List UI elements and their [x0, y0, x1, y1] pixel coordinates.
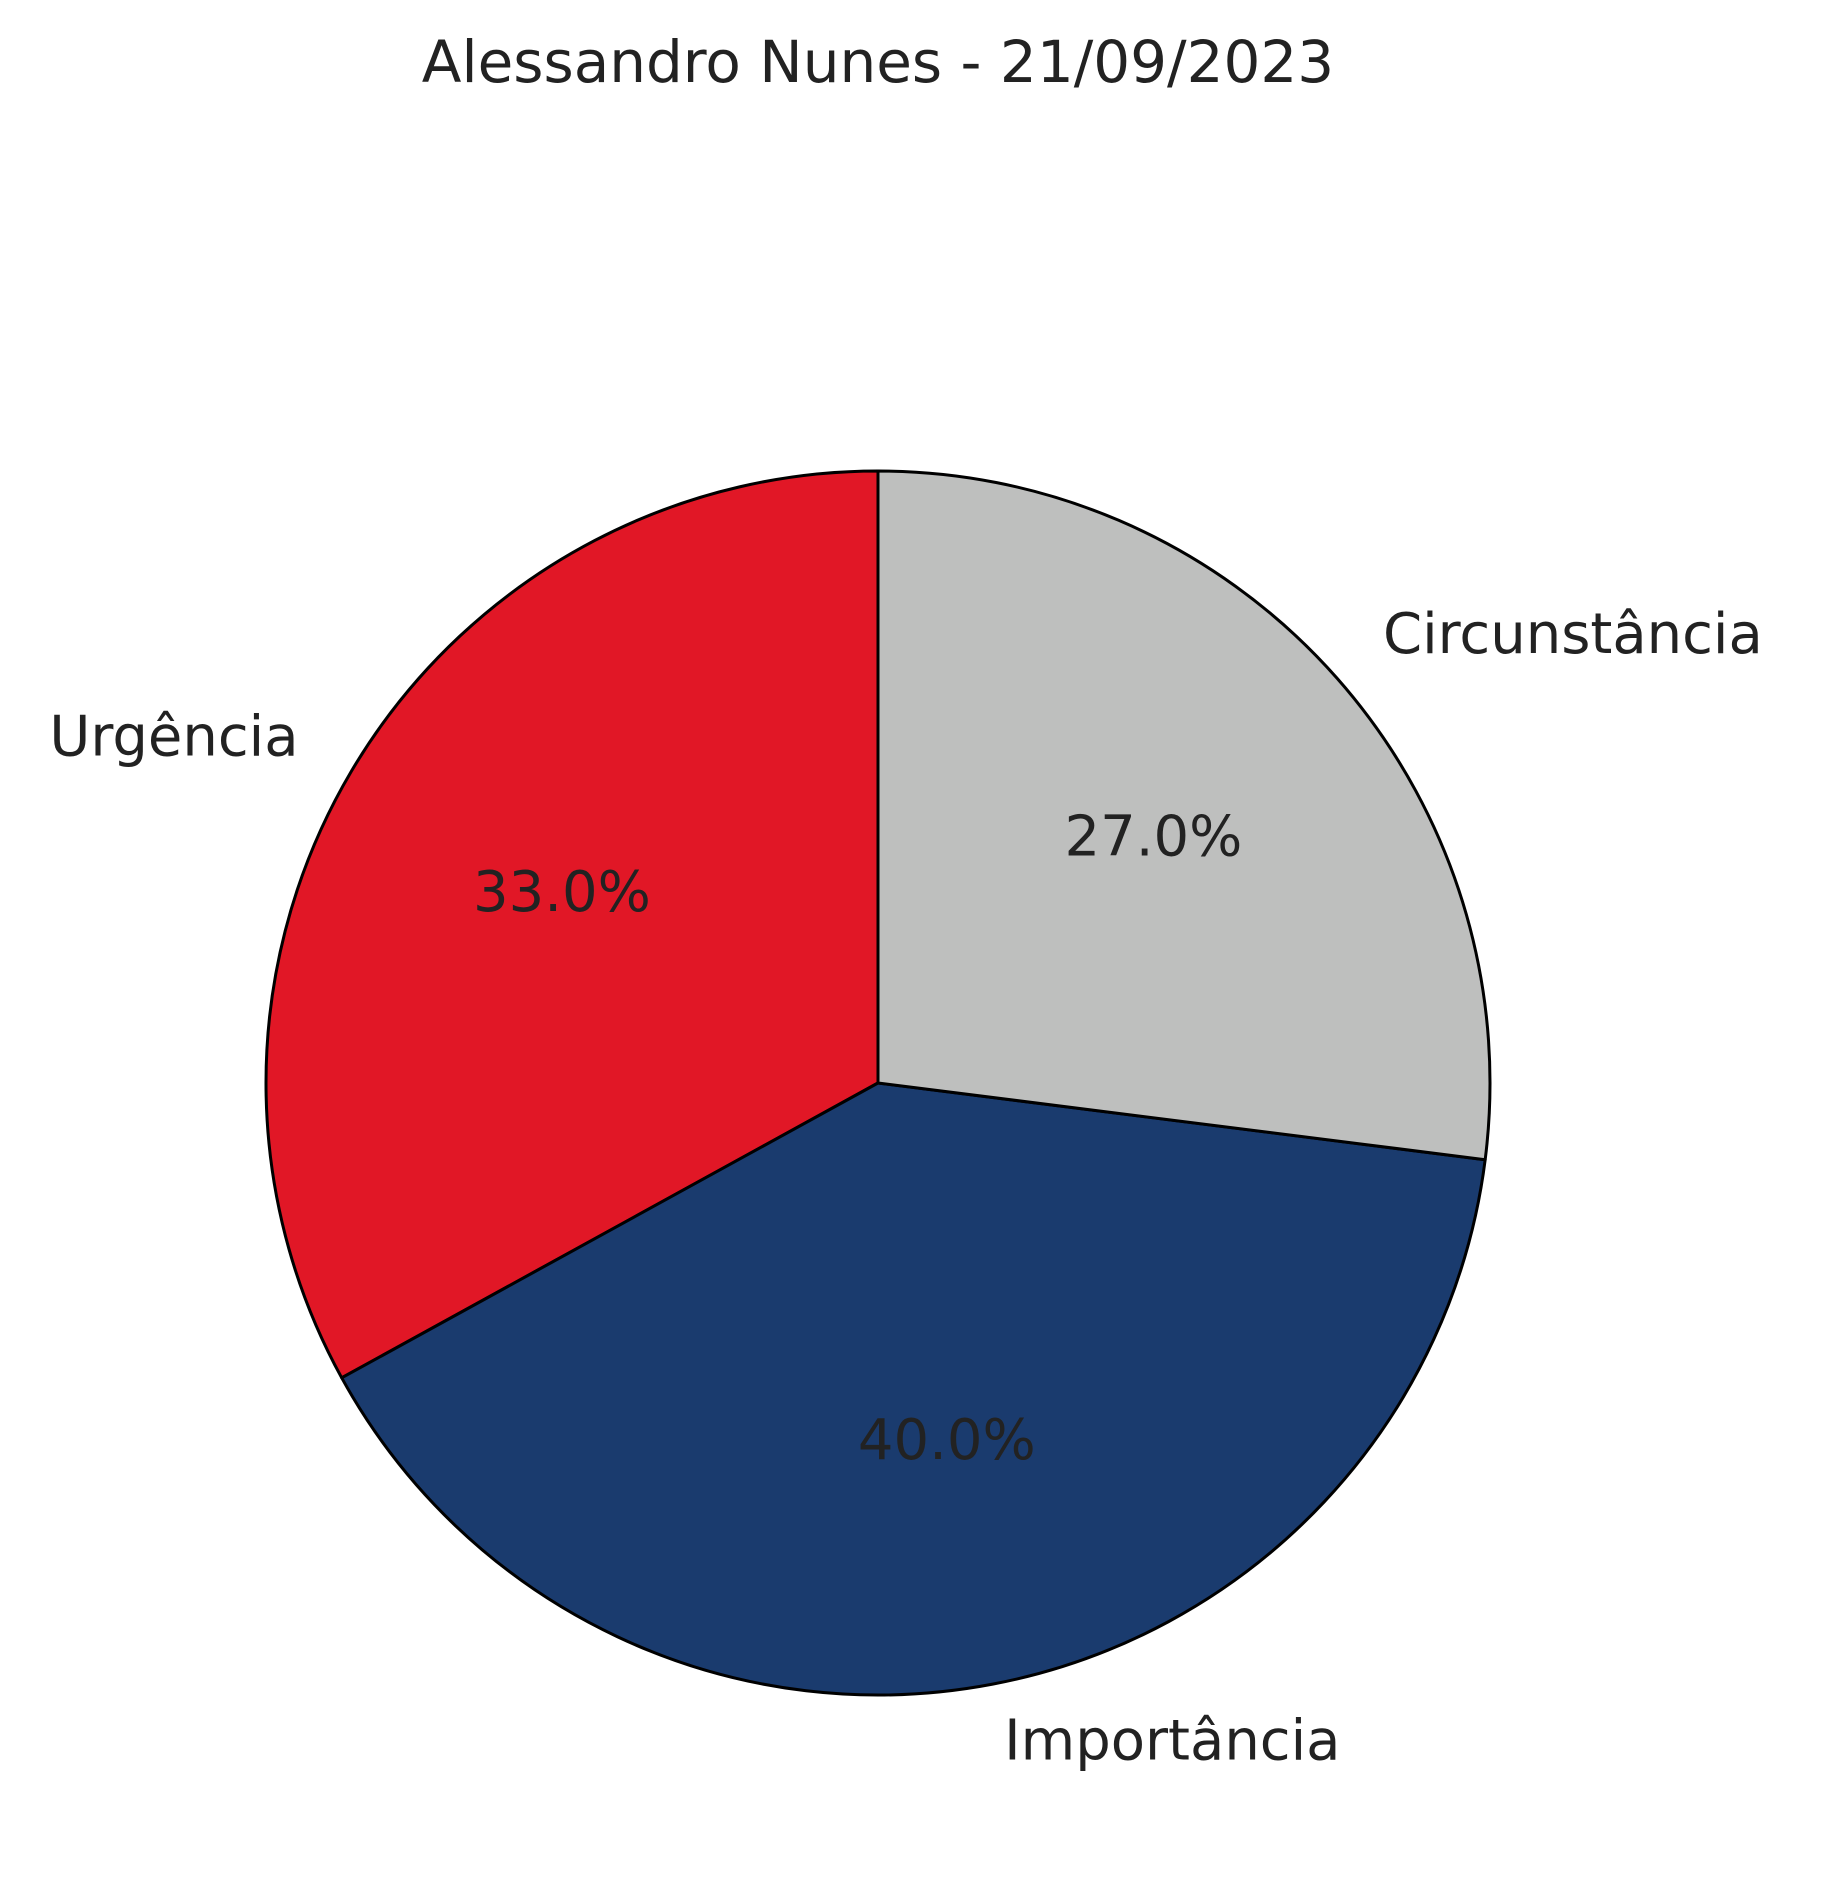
- pie-slice-urgencia: [264, 469, 880, 1380]
- slice-label-urgencia: Urgência: [49, 704, 298, 769]
- pie-slices: [264, 469, 1492, 1697]
- slice-label-importancia: Importância: [1004, 1708, 1340, 1773]
- chart-title: Alessandro Nunes - 21/09/2023: [422, 28, 1334, 96]
- pie-slice-circunstancia: [876, 469, 1492, 1162]
- pie-slice-importancia: [340, 1081, 1487, 1697]
- pct-label-importancia: 40.0%: [858, 1408, 1036, 1473]
- pie-labels: Urgência 33.0% Importância 40.0% Circunstânc…: [49, 602, 1762, 1773]
- slice-label-circunstancia: Circunstância: [1383, 602, 1763, 667]
- pct-label-circunstancia: 27.0%: [1064, 804, 1242, 869]
- pct-label-urgencia: 33.0%: [473, 860, 651, 925]
